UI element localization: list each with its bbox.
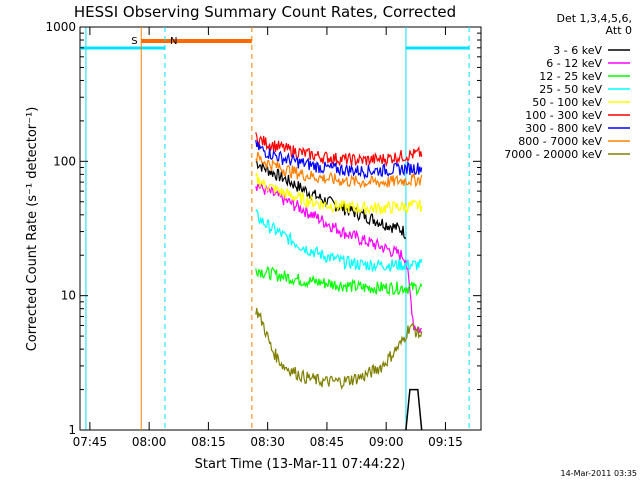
legend-label-2: 12 - 25 keV — [539, 70, 602, 83]
legend-label-6: 300 - 800 keV — [525, 122, 602, 135]
legend-label-7: 800 - 7000 keV — [518, 135, 602, 148]
footer-date: 14-Mar-2011 03:35 — [561, 469, 638, 478]
legend-label-1: 6 - 12 keV — [546, 57, 602, 70]
chart-title: HESSI Observing Summary Count Rates, Cor… — [74, 3, 456, 21]
legend-header-0: Det 1,3,4,5,6, — [556, 12, 632, 25]
x-tick-label-2: 08:15 — [191, 435, 226, 449]
extra-trace-0 — [405, 388, 423, 431]
marker-label-N: N — [170, 36, 177, 47]
status-bars — [80, 39, 470, 50]
plot-frame — [79, 26, 482, 431]
legend-label-3: 25 - 50 keV — [539, 83, 602, 96]
series-line-6 — [255, 140, 423, 180]
legend-label-8: 7000 - 20000 keV — [504, 148, 602, 161]
x-tick-label-1: 08:00 — [132, 435, 167, 449]
legend-label-5: 100 - 300 keV — [525, 109, 602, 122]
series-line-5 — [255, 132, 423, 168]
series-line-0 — [255, 160, 407, 240]
series-line-1 — [255, 182, 422, 334]
y-axis-label: Corrected Count Rate (s⁻¹ detector⁻¹) — [25, 107, 40, 352]
x-tick-label-0: 07:45 — [73, 435, 108, 449]
x-tick-label-6: 09:15 — [428, 435, 463, 449]
series-line-3 — [255, 208, 423, 273]
x-tick-label-5: 09:00 — [369, 435, 404, 449]
axes: 07:45 08:00 08:15 08:30 08:45 09:00 09:15 1 10 10… — [45, 20, 481, 449]
x-tick-label-4: 08:45 — [310, 435, 345, 449]
legend-label-0: 3 - 6 keV — [553, 44, 602, 57]
legend-header-1: Att 0 — [606, 24, 632, 37]
series-line-8 — [255, 307, 423, 391]
y-tick-label-3: 1000 — [45, 20, 76, 34]
x-tick-label-3: 08:30 — [250, 435, 285, 449]
series-lines — [255, 132, 423, 431]
y-tick-label-1: 10 — [61, 289, 76, 303]
x-axis-label: Start Time (13-Mar-11 07:44:22) — [195, 457, 406, 472]
y-tick-label-0: 1 — [68, 423, 76, 437]
series-line-4 — [255, 171, 423, 215]
y-tick-label-2: 100 — [53, 154, 76, 168]
series-line-7 — [255, 151, 423, 189]
legend-label-4: 50 - 100 keV — [532, 96, 602, 109]
marker-label-S: S — [131, 36, 137, 47]
series-line-2 — [255, 265, 423, 297]
